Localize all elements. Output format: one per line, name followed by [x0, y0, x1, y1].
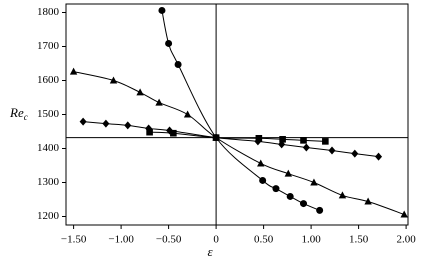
point — [124, 121, 132, 130]
y-tick-label: 1300 — [37, 176, 60, 188]
point — [302, 143, 310, 152]
point — [316, 206, 324, 214]
point — [375, 152, 383, 161]
y-axis-title-sub: c — [24, 112, 28, 122]
point — [300, 137, 307, 144]
fit-curve — [73, 71, 405, 215]
point — [146, 128, 153, 136]
point — [284, 169, 292, 177]
y-axis-title: Rec — [9, 105, 28, 122]
x-tick-label: 1.50 — [349, 234, 369, 246]
y-tick-label: 1200 — [37, 210, 60, 222]
fit-curve — [161, 10, 320, 211]
point — [255, 135, 263, 142]
point — [170, 129, 177, 137]
point — [364, 197, 372, 205]
x-tick-label: −0.50 — [156, 234, 182, 246]
y-tick-label: 1700 — [37, 40, 60, 52]
point — [300, 200, 307, 208]
x-tick-label: 0.50 — [254, 234, 274, 246]
point — [183, 110, 192, 118]
y-axis-title-main: Re — [9, 105, 24, 120]
point — [279, 136, 286, 143]
y-tick-label: 1600 — [37, 74, 60, 86]
x-tick-label: −1.50 — [61, 234, 87, 246]
point — [79, 117, 87, 126]
point — [109, 76, 118, 84]
point — [322, 138, 329, 145]
y-tick-label: 1500 — [37, 108, 60, 120]
point — [272, 185, 280, 193]
point — [165, 39, 173, 47]
point — [102, 119, 110, 128]
y-tick-label: 1400 — [37, 142, 60, 154]
point — [351, 149, 359, 158]
point — [158, 6, 166, 14]
point — [136, 88, 144, 96]
point — [259, 176, 267, 184]
point — [257, 159, 265, 167]
point — [174, 61, 182, 69]
x-tick-label: −1.00 — [108, 234, 134, 246]
x-axis-title: ε — [207, 244, 213, 259]
point — [328, 146, 336, 155]
point — [212, 134, 220, 141]
point — [155, 98, 163, 106]
plot-frame — [65, 3, 409, 226]
x-tick-label: 2.00 — [396, 234, 416, 246]
point — [400, 210, 408, 218]
point — [338, 191, 347, 199]
x-tick-label: 1.00 — [301, 234, 321, 246]
point — [286, 192, 294, 200]
x-tick-label: 0 — [213, 234, 219, 246]
point — [69, 67, 78, 75]
point — [310, 178, 318, 186]
y-tick-label: 1800 — [37, 6, 60, 18]
